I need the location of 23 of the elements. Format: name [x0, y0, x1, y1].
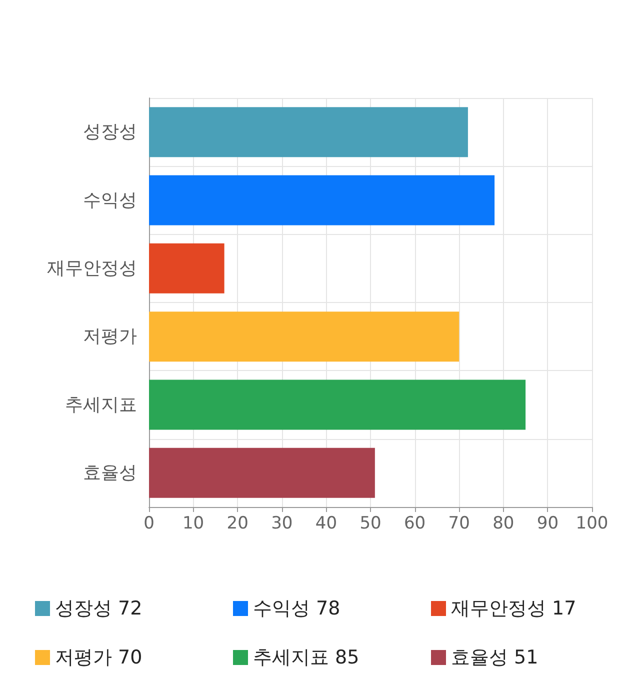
- legend-label: 추세지표 85: [253, 646, 360, 668]
- x-tick-label: 0: [144, 514, 154, 534]
- x-tick-label: 30: [271, 514, 293, 534]
- y-tick-label: 재무안정성: [47, 258, 137, 279]
- x-tick-label: 40: [315, 514, 338, 534]
- x-tick-label: 50: [360, 514, 382, 534]
- x-tick-label: 80: [492, 514, 514, 534]
- x-tick-label: 100: [576, 514, 608, 534]
- x-tick-label: 10: [182, 514, 204, 534]
- x-tick-label: 90: [536, 514, 559, 534]
- y-tick-label: 추세지표: [65, 394, 137, 416]
- y-tick-label: 효율성: [83, 462, 137, 484]
- y-tick-label: 저평가: [83, 326, 137, 348]
- y-tick-label: 성장성: [83, 122, 137, 143]
- x-tick-label: 20: [226, 514, 248, 534]
- legend-label: 재무안정성 17: [451, 598, 576, 620]
- y-tick-label: 수익성: [83, 190, 137, 211]
- legend-label: 저평가 70: [55, 646, 142, 668]
- x-tick-label: 70: [448, 514, 470, 534]
- legend-label: 수익성 78: [253, 598, 340, 620]
- x-tick-label: 60: [404, 514, 426, 534]
- legend-label: 성장성 72: [55, 598, 142, 620]
- legend-label: 효율성 51: [451, 646, 538, 668]
